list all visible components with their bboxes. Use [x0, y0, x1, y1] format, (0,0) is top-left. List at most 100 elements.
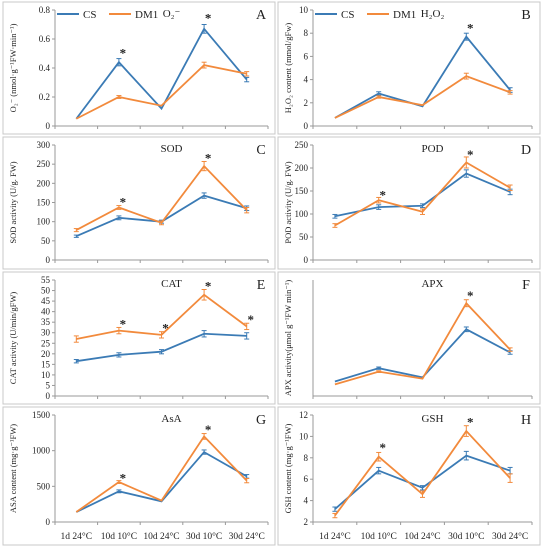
panel-title: POD [421, 143, 443, 155]
y-tick-label: 40 [41, 307, 51, 317]
x-tick-label: 30d 24°C [229, 531, 265, 542]
panel-border [277, 136, 541, 270]
y-tick-label: 0.2 [39, 92, 50, 102]
panel-h: 2 4 6 8 10 12 1d 24°C 10d 10°C 10d 24°C 30d 10°C 3… [277, 406, 541, 546]
panel-letter: E [257, 278, 266, 293]
x-tick-label: 10d 24°C [143, 531, 179, 542]
y-tick-label: 25 [41, 338, 51, 348]
series-line-cs [334, 454, 511, 510]
y-axis-label: O₂⁻ (nmol·g⁻¹FW·min⁻¹) [8, 23, 18, 112]
y-axis-label: APX activity(μmol g⁻¹FW min⁻¹) [283, 280, 293, 397]
panel-title: O₂⁻ [163, 8, 181, 20]
panel-letter: F [522, 278, 530, 293]
x-tick-label: 10d 10°C [361, 531, 397, 542]
panel-letter: D [521, 143, 531, 158]
y-axis-label: CAT activity (U/min/gFW) [8, 292, 18, 385]
y-tick-label: 50 [41, 286, 51, 296]
series-line-dm1 [334, 301, 511, 386]
panel-border [2, 136, 276, 270]
y-tick-label: 0 [46, 121, 51, 131]
significance-star: * [467, 21, 474, 36]
significance-star: * [120, 316, 127, 331]
y-tick-label: 15 [41, 359, 51, 369]
x-tick-label: 1d 24°C [61, 531, 93, 542]
panel-border [2, 1, 276, 135]
panel-border [277, 271, 541, 405]
significance-star: * [467, 147, 474, 162]
y-tick-label: 5 [46, 380, 51, 390]
y-tick-label: 0.8 [39, 5, 51, 15]
x-tick-label: 10d 10°C [101, 531, 137, 542]
x-tick-label: 10d 24°C [404, 531, 440, 542]
significance-star: * [467, 288, 474, 303]
y-tick-label: 200 [37, 178, 51, 188]
panel-border [2, 271, 276, 405]
y-tick-label: 300 [37, 140, 51, 150]
series-line-cs [334, 35, 511, 119]
y-tick-label: 4 [304, 75, 309, 85]
panel-letter: G [256, 413, 266, 428]
panel-a: 0 0.2 0.4 0.6 0.8 O₂⁻ (nmol·g⁻¹FW·min⁻¹) O₂⁻ A C… [2, 1, 276, 135]
y-tick-label: 4 [304, 496, 309, 506]
series-line-dm1 [334, 429, 511, 517]
significance-star: * [379, 188, 386, 203]
panel-c: 0 50 100 150 200 250 300 SOD activity (U/g. FW)… [2, 136, 276, 270]
panel-f: APX activity(μmol g⁻¹FW min⁻¹) APX F * [277, 271, 541, 405]
y-axis-label: H₂O₂ content (mmol/gFw) [283, 23, 293, 114]
panel-d: 0 50 100 150 200 250 POD activity (U/g. FW) POD… [277, 136, 541, 270]
y-tick-label: 45 [41, 296, 51, 306]
panel-g: 0 500 1000 1500 1d 24°C 10d 10°C 10d 24°C 30d 1… [2, 406, 276, 546]
panel-letter: A [256, 8, 267, 23]
y-tick-label: 12 [299, 410, 308, 420]
y-tick-label: 0 [304, 121, 309, 131]
panel-title: APX [421, 278, 443, 290]
y-tick-label: 1000 [32, 446, 51, 456]
y-axis-label: POD activity (U/g. FW) [283, 161, 293, 243]
legend-label-dm1: DM1 [135, 9, 158, 21]
x-tick-label: 30d 10°C [186, 531, 222, 542]
y-tick-label: 55 [41, 275, 51, 285]
significance-star: * [467, 414, 474, 429]
significance-star: * [120, 195, 127, 210]
y-axis-label: ASA content (mg·g⁻¹FW) [8, 424, 18, 513]
y-tick-label: 0 [46, 255, 51, 265]
y-tick-label: 1500 [32, 410, 51, 420]
y-tick-label: 2 [304, 98, 309, 108]
y-tick-label: 0.4 [39, 63, 51, 73]
significance-star: * [205, 11, 212, 26]
y-tick-label: 2 [304, 517, 309, 527]
panel-letter: C [256, 143, 265, 158]
series-line-cs [334, 328, 511, 383]
significance-star: * [205, 150, 212, 165]
y-tick-label: 50 [299, 232, 309, 242]
y-tick-label: 10 [299, 431, 309, 441]
y-tick-label: 8 [304, 453, 309, 463]
panel-title: AsA [161, 413, 181, 425]
y-tick-label: 8 [304, 28, 309, 38]
legend-label-cs: CS [341, 9, 354, 21]
y-tick-label: 0 [46, 517, 51, 527]
series-line-dm1 [334, 75, 511, 119]
significance-star: * [120, 470, 127, 485]
legend-label-dm1: DM1 [393, 9, 416, 21]
y-tick-label: 150 [295, 186, 309, 196]
y-tick-label: 30 [41, 328, 51, 338]
x-tick-label: 30d 24°C [492, 531, 528, 542]
y-tick-label: 0.6 [39, 34, 51, 44]
significance-star: * [205, 278, 212, 293]
panel-border [2, 406, 276, 546]
y-tick-label: 20 [41, 349, 51, 359]
panel-letter: B [521, 8, 530, 23]
y-tick-label: 250 [295, 140, 309, 150]
panel-title: H₂O₂ [421, 8, 445, 20]
y-axis-label: GSH content (mg·g⁻¹FW) [283, 424, 293, 514]
y-tick-label: 10 [299, 5, 309, 15]
panel-title: GSH [421, 413, 443, 425]
y-tick-label: 6 [304, 474, 309, 484]
legend-label-cs: CS [83, 9, 96, 21]
significance-star: * [162, 321, 169, 336]
panel-b: 0 2 4 6 8 10 H₂O₂ content (mmol/gFw) H₂O₂ B CS DM1… [277, 1, 541, 135]
y-tick-label: 0 [46, 391, 51, 401]
